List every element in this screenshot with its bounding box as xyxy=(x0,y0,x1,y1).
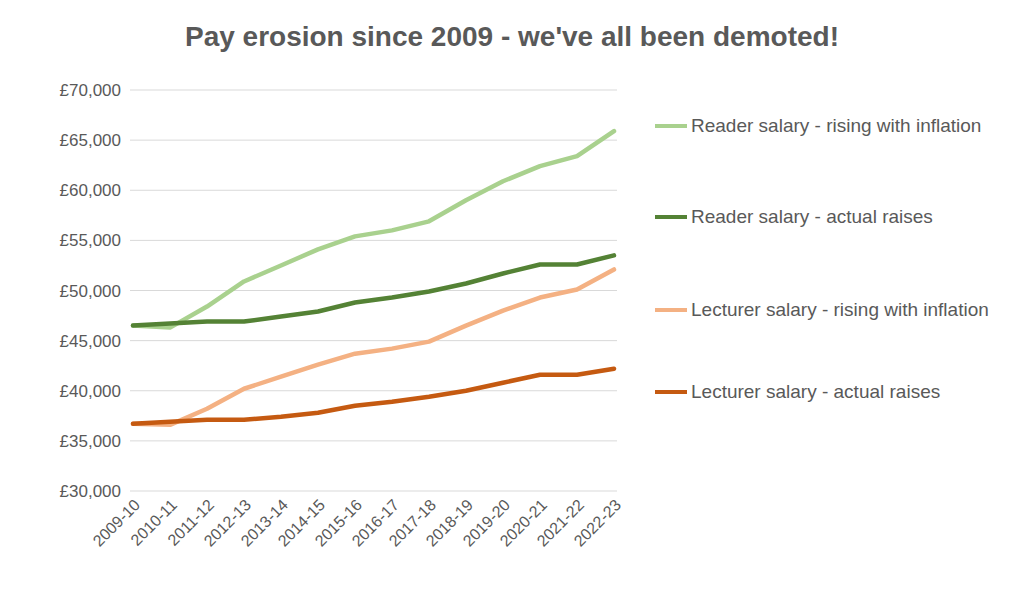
grid-line xyxy=(130,90,617,91)
legend-item: Lecturer salary - actual raises xyxy=(655,380,1005,403)
legend-label: Lecturer salary - rising with inflation xyxy=(691,298,989,321)
y-tick-label: £30,000 xyxy=(60,482,121,501)
y-tick-label: £50,000 xyxy=(60,282,121,301)
grid-line xyxy=(130,190,617,191)
legend-item: Reader salary - actual raises xyxy=(655,205,1005,228)
chart: Pay erosion since 2009 - we've all been … xyxy=(0,0,1024,595)
legend-label: Reader salary - actual raises xyxy=(691,205,933,228)
series-line xyxy=(133,369,614,424)
legend-label: Lecturer salary - actual raises xyxy=(691,380,940,403)
x-tick-label: 2022-23 xyxy=(571,496,625,550)
grid-line xyxy=(130,140,617,141)
grid xyxy=(130,90,617,491)
series-line xyxy=(133,269,614,424)
legend-swatch xyxy=(655,308,687,312)
grid-line xyxy=(130,390,617,391)
grid-line xyxy=(130,240,617,241)
legend-swatch xyxy=(655,215,687,219)
y-tick-label: £60,000 xyxy=(60,181,121,200)
legend-swatch xyxy=(655,124,687,128)
grid-line xyxy=(130,491,617,492)
legend-label: Reader salary - rising with inflation xyxy=(691,114,981,137)
legend-swatch xyxy=(655,390,687,394)
y-tick-label: £65,000 xyxy=(60,131,121,150)
grid-line xyxy=(130,440,617,441)
y-tick-label: £45,000 xyxy=(60,332,121,351)
y-tick-label: £70,000 xyxy=(60,81,121,100)
y-tick-label: £40,000 xyxy=(60,382,121,401)
series-group xyxy=(133,131,614,425)
grid-line xyxy=(130,340,617,341)
y-tick-label: £35,000 xyxy=(60,432,121,451)
legend-item: Reader salary - rising with inflation xyxy=(655,114,1005,137)
legend-item: Lecturer salary - rising with inflation xyxy=(655,298,1005,321)
grid-line xyxy=(130,290,617,291)
series-line xyxy=(133,255,614,325)
y-tick-label: £55,000 xyxy=(60,231,121,250)
title: Pay erosion since 2009 - we've all been … xyxy=(185,21,839,52)
